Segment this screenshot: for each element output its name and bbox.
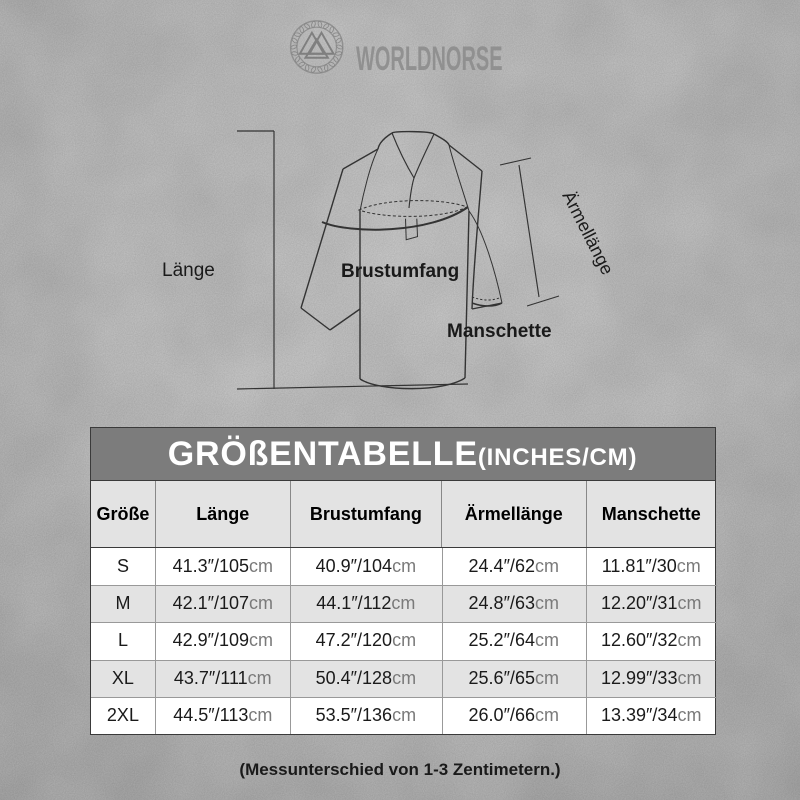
svg-text:Brustumfang: Brustumfang xyxy=(341,261,459,282)
svg-text:WORLDNORSE: WORLDNORSE xyxy=(356,40,503,78)
svg-text:Länge: Länge xyxy=(162,260,215,281)
svg-text:Manschette: Manschette xyxy=(447,321,552,342)
